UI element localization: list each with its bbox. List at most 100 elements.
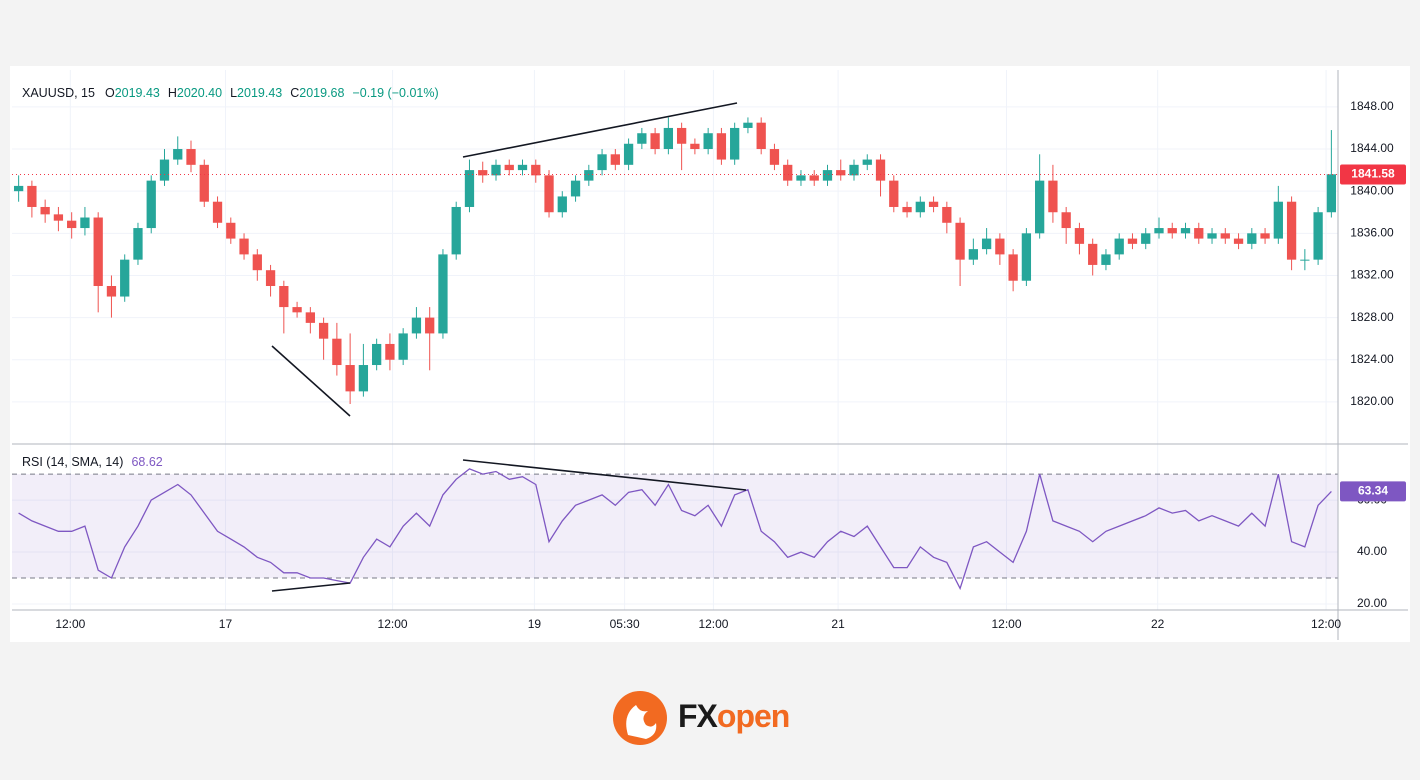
x-tick-label: 22: [1151, 617, 1165, 631]
candle-body: [1048, 180, 1058, 213]
candle-body: [676, 127, 687, 144]
low-value: 2019.43: [237, 86, 282, 100]
candle-body: [531, 164, 541, 176]
x-tick-label: 12:00: [991, 617, 1021, 631]
candle-body: [730, 127, 740, 160]
open-value: 2019.43: [115, 86, 160, 100]
candle-body: [13, 185, 24, 192]
trend-line: [462, 102, 738, 158]
candle-body: [650, 133, 660, 150]
y-tick-label: 1848.00: [1350, 99, 1394, 113]
x-tick-label: 21: [831, 617, 845, 631]
candle-body: [1247, 233, 1257, 244]
candle-body: [67, 220, 77, 229]
candle-body: [239, 238, 249, 255]
trend-line: [271, 582, 351, 592]
candle-body: [1233, 238, 1244, 244]
grid: [12, 70, 1338, 610]
candle-body: [411, 317, 422, 334]
rsi-value: 68.62: [131, 455, 162, 469]
open-label: O: [105, 86, 115, 100]
candle-body: [995, 238, 1005, 255]
candle-body: [292, 307, 302, 313]
candle-body: [756, 122, 766, 150]
candle-body: [889, 180, 899, 207]
y-tick-label: 1828.00: [1350, 310, 1394, 324]
candle-body: [942, 206, 952, 223]
candle-body: [1326, 174, 1337, 213]
candle-body: [40, 206, 50, 215]
high-label: H: [168, 86, 177, 100]
candle-body: [199, 164, 209, 202]
candle-body: [1220, 233, 1230, 239]
candle-body: [610, 154, 620, 165]
trend-lines: [271, 102, 747, 592]
candle-body: [372, 343, 382, 366]
last-price-tag-bg: [1340, 164, 1406, 185]
candle-body: [1207, 233, 1217, 239]
candle-body: [716, 133, 727, 160]
candle-body: [318, 322, 329, 339]
y-tick-label: 1820.00: [1350, 394, 1394, 408]
x-tick-label: 12:00: [378, 617, 408, 631]
candle-body: [544, 175, 554, 213]
candle-body: [796, 175, 806, 181]
candle-body: [1127, 238, 1138, 244]
x-tick-label: 12:00: [1311, 617, 1341, 631]
candle-body: [849, 164, 859, 176]
y-tick-label: 40.00: [1357, 544, 1387, 558]
y-tick-label: 1840.00: [1350, 183, 1394, 197]
candle-body: [1286, 201, 1297, 260]
close-value: 2019.68: [299, 86, 344, 100]
candle-body: [106, 286, 117, 297]
y-tick-label: 20.00: [1357, 596, 1387, 610]
x-tick-label: 17: [219, 617, 233, 631]
high-value: 2020.40: [177, 86, 222, 100]
rsi-tag-bg: [1340, 481, 1406, 502]
candle-body: [968, 249, 978, 260]
symbol: XAUUSD, 15: [22, 86, 95, 100]
candle-body: [1088, 243, 1098, 265]
candle-body: [491, 164, 501, 176]
candle-body: [332, 338, 342, 366]
rsi-title: RSI (14, SMA, 14): [22, 455, 123, 469]
svg-text:FXopen: FXopen: [678, 698, 789, 734]
candle-body: [822, 170, 833, 181]
candle-body: [1154, 228, 1164, 234]
candle-body: [902, 206, 912, 213]
candle-body: [637, 133, 647, 144]
candle-body: [451, 206, 461, 255]
candle-body: [478, 170, 488, 176]
marks: [12, 117, 1338, 591]
logo-icon-shape: [626, 705, 657, 739]
candle-body: [584, 170, 594, 181]
candle-body: [809, 175, 819, 181]
candle-body: [597, 154, 607, 171]
candle-body: [358, 365, 369, 392]
candle-body: [212, 201, 223, 223]
candle-body: [279, 286, 289, 308]
candle-body: [663, 127, 674, 150]
candle-body: [743, 122, 753, 128]
y-tick-label: 1836.00: [1350, 225, 1394, 239]
candle-body: [783, 164, 793, 181]
candle-body: [226, 222, 236, 239]
rsi-band: [12, 474, 1338, 579]
candle-body: [305, 312, 315, 323]
candle-body: [836, 170, 846, 176]
rsi-legend: RSI (14, SMA, 14) 68.62: [22, 455, 163, 469]
candle-body: [1008, 254, 1018, 281]
candle-body: [769, 149, 780, 165]
candle-body: [1141, 233, 1151, 244]
ohlc-legend: XAUUSD, 15 O2019.43 H2020.40 L2019.43 C2019.…: [22, 86, 439, 100]
candle-body: [517, 164, 528, 171]
candle-body: [915, 201, 925, 213]
candle-body: [1061, 212, 1071, 229]
candle-body: [345, 365, 355, 392]
x-tick-label: 12:00: [698, 617, 728, 631]
candle-body: [93, 217, 103, 287]
trend-line: [462, 459, 747, 491]
candle-body: [1313, 212, 1323, 260]
